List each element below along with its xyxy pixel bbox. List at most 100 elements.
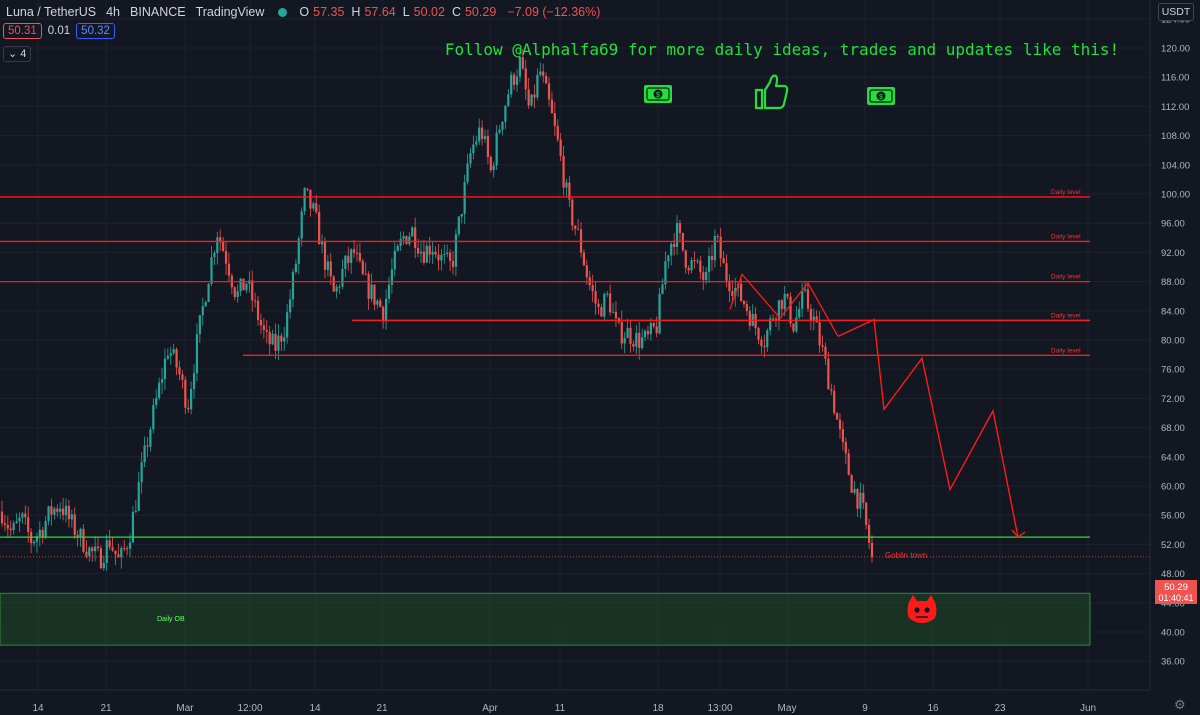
candle-body <box>434 251 437 255</box>
price-tick-label: 108.00 <box>1161 131 1190 142</box>
promo-text: Follow @Alphalfa69 for more daily ideas,… <box>445 40 1119 59</box>
gear-icon[interactable]: ⚙ <box>1174 697 1186 712</box>
source: TradingView <box>195 5 265 19</box>
candle-body <box>210 257 213 284</box>
candle-body <box>838 419 842 430</box>
candle-body <box>483 136 487 140</box>
candle-body <box>710 256 714 261</box>
candle-body <box>62 508 65 516</box>
currency-selector[interactable]: USDT <box>1158 3 1194 21</box>
open-label: O <box>299 5 310 19</box>
candle-body <box>163 358 167 380</box>
candle-body <box>227 263 231 276</box>
candle-body <box>670 243 673 256</box>
candle-body <box>67 505 71 520</box>
quote-row: 50.31 0.01 50.32 <box>3 23 115 39</box>
candle-body <box>3 523 7 525</box>
candle-body <box>559 139 562 156</box>
candle-body <box>416 248 420 254</box>
candle-body <box>91 547 94 552</box>
candle-body <box>646 330 650 335</box>
candle-body <box>303 188 306 212</box>
price-tick-label: 96.00 <box>1161 219 1185 230</box>
order-block-label: Daily OB <box>157 616 185 623</box>
candle-body <box>294 263 297 272</box>
candle-body <box>830 389 833 391</box>
price-tick-label: 112.00 <box>1161 102 1189 113</box>
candle-body <box>27 517 30 532</box>
candle-body <box>277 335 280 351</box>
candle-body <box>774 318 778 320</box>
candle-body <box>518 57 522 77</box>
price-tick-label: 116.00 <box>1161 73 1189 84</box>
candle-body <box>358 253 361 261</box>
money-icon: $ <box>644 85 672 103</box>
time-tick-label: Jun <box>1080 703 1096 714</box>
candle-body <box>707 256 711 272</box>
candle-body <box>405 236 408 244</box>
candle-body <box>379 300 382 307</box>
candle-body <box>865 502 868 525</box>
candle-body <box>18 517 21 522</box>
candle-body <box>856 488 859 509</box>
candle-body <box>853 488 856 493</box>
price-tick-label: 68.00 <box>1161 423 1185 434</box>
high-value: 57.64 <box>364 5 396 19</box>
candle-body <box>699 260 702 273</box>
candle-body <box>350 249 353 264</box>
candle-body <box>286 312 289 338</box>
candle-body <box>70 514 73 520</box>
candle-body <box>614 311 618 319</box>
candle-body <box>320 241 324 245</box>
candle-body <box>609 293 612 313</box>
last-price-countdown: 01:40:41 <box>1158 593 1193 603</box>
ask-price-button[interactable]: 50.32 <box>76 23 115 39</box>
symbol-name[interactable]: Luna / TetherUS <box>6 5 97 19</box>
goblin-icon <box>907 595 937 623</box>
time-tick-label: 21 <box>100 703 112 714</box>
interval[interactable]: 4h <box>106 5 121 19</box>
candle-body <box>422 251 426 263</box>
time-tick-label: 9 <box>862 703 868 714</box>
candle-body <box>309 189 312 209</box>
candle-body <box>297 238 300 264</box>
candle-body <box>498 129 501 133</box>
price-tick-label: 104.00 <box>1161 160 1190 171</box>
candle-body <box>536 74 539 98</box>
candle-body <box>96 546 100 549</box>
indicators-toggle[interactable]: ⌄ 4 <box>3 46 32 62</box>
daily-ob-zone: Daily OB <box>0 592 1091 646</box>
candle-body <box>844 442 847 454</box>
candle-body <box>268 331 271 345</box>
bid-price-button[interactable]: 50.31 <box>3 23 42 39</box>
candle-body <box>32 541 36 544</box>
candle-body <box>24 513 27 518</box>
candle-body <box>475 141 478 145</box>
candle-body <box>402 236 405 239</box>
candle-body <box>460 213 463 217</box>
time-axis[interactable]: 14 21 Mar 12:00 14 21 Apr 11 18 13:00 May 9 16 23 Jun <box>32 703 1096 714</box>
candle-body <box>792 323 795 332</box>
candle-body <box>539 71 542 75</box>
projection-arrowhead <box>1011 529 1026 539</box>
daily-level-label: Daily level <box>1051 274 1081 281</box>
candle-body <box>6 524 9 529</box>
candle-body <box>841 429 845 443</box>
candle-body <box>687 267 690 271</box>
candle-body <box>827 358 830 390</box>
candle-body <box>870 542 874 557</box>
candle-body <box>862 492 865 503</box>
svg-text:$: $ <box>879 94 883 101</box>
candle-body <box>140 462 143 483</box>
candle-body <box>527 89 530 106</box>
candle-body <box>76 534 79 538</box>
candle-body <box>335 286 338 292</box>
candle-body <box>419 251 423 254</box>
candle-body <box>675 223 679 247</box>
price-tick-label: 64.00 <box>1161 452 1185 463</box>
candle-body <box>245 283 248 291</box>
candle-body <box>501 121 504 130</box>
candle-body <box>158 382 161 399</box>
candle-body <box>254 300 257 302</box>
